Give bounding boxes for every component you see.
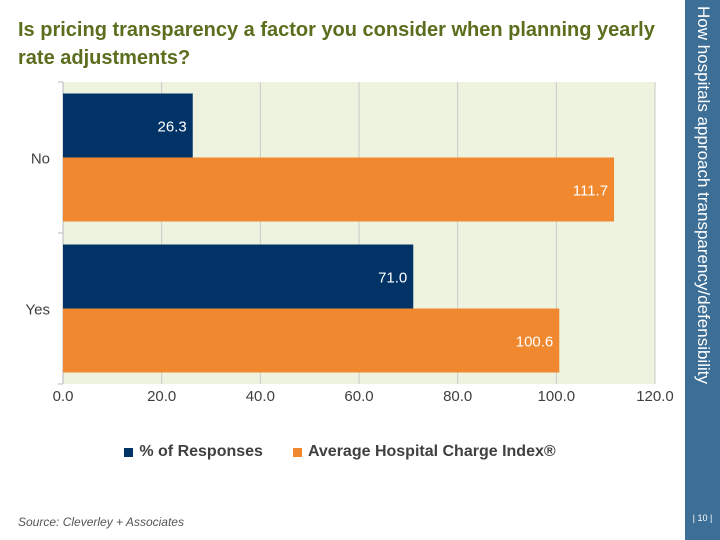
legend-item-charge-index: Average Hospital Charge Index® <box>292 443 556 461</box>
legend-label-charge-index: Average Hospital Charge Index® <box>307 443 556 460</box>
bar <box>63 93 193 158</box>
category-labels: No Yes <box>26 81 63 385</box>
bar <box>63 157 615 222</box>
legend-label-responses: % of Responses <box>139 443 263 460</box>
x-tick-label: 80.0 <box>443 388 472 405</box>
legend-swatch-responses <box>124 447 134 457</box>
x-tick-label: 20.0 <box>147 388 176 405</box>
legend-swatch-charge-index <box>292 447 302 457</box>
x-tick-label: 60.0 <box>344 388 373 405</box>
x-tick-label: 100.0 <box>538 388 576 405</box>
legend-item-responses: % of Responses <box>124 443 263 461</box>
data-label: 26.3 <box>158 119 187 136</box>
data-label: 100.6 <box>516 334 554 351</box>
x-tick-label: 40.0 <box>246 388 275 405</box>
category-label: No <box>31 151 50 168</box>
bar <box>63 244 414 309</box>
source-note: Source: Cleverley + Associates <box>18 515 184 529</box>
legend: % of Responses Average Hospital Charge I… <box>0 443 680 461</box>
x-tick-label: 120.0 <box>636 388 674 405</box>
slide-title: Is pricing transparency a factor you con… <box>18 19 655 69</box>
bars: 26.3 111.7 71.0 100.6 <box>63 93 615 373</box>
category-label: Yes <box>26 302 50 319</box>
bar <box>63 308 560 373</box>
data-label: 71.0 <box>378 270 407 287</box>
x-tick-label: 0.0 <box>53 388 74 405</box>
side-band <box>685 0 720 540</box>
data-label: 111.7 <box>573 183 608 200</box>
side-label: How hospitals approach transparency/defe… <box>694 6 713 384</box>
page-number: | 10 | <box>692 513 713 523</box>
x-tick-labels: 0.0 20.0 40.0 60.0 80.0 100.0 120.0 <box>53 388 674 405</box>
